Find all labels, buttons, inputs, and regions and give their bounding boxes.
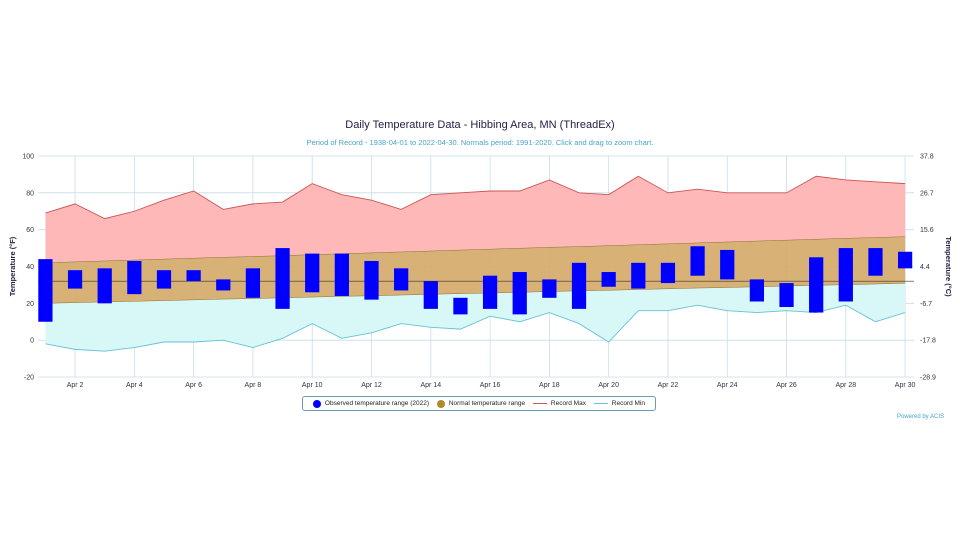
y-tick-label-right: -28.9 <box>920 375 936 382</box>
observed-bar <box>838 248 853 302</box>
y-axis-title-left: Temperature (°F) <box>8 236 17 296</box>
chart-subtitle: Period of Record - 1938-04-01 to 2022-04… <box>306 138 654 147</box>
legend-item-record-max[interactable]: Record Max <box>532 400 586 407</box>
y-tick-label-left: 0 <box>30 338 34 345</box>
observed-bar <box>779 283 794 308</box>
x-tick-label: Apr 4 <box>126 382 143 389</box>
x-tick-label: Apr 20 <box>598 382 619 389</box>
y-tick-label-right: 15.6 <box>920 227 934 234</box>
x-tick-label: Apr 26 <box>776 382 797 389</box>
observed-bar <box>67 270 83 289</box>
x-tick-label: Apr 2 <box>67 382 84 389</box>
y-tick-label-right: 37.8 <box>920 154 934 161</box>
y-tick-label-right: -17.8 <box>920 338 936 345</box>
y-axis-title-right: Temperature (°C) <box>944 236 953 297</box>
y-tick-label-left: 60 <box>26 227 34 234</box>
observed-bar <box>720 249 735 280</box>
x-tick-label: Apr 16 <box>480 382 501 389</box>
x-tick-label: Apr 22 <box>658 382 679 389</box>
x-tick-label: Apr 30 <box>895 382 916 389</box>
observed-bar <box>305 253 320 293</box>
x-tick-label: Apr 12 <box>361 382 382 389</box>
x-tick-label: Apr 8 <box>245 382 262 389</box>
observed-bar <box>453 297 468 315</box>
observed-bar <box>156 270 172 289</box>
observed-bar <box>897 251 913 269</box>
legend-observed-label: Observed temperature range (2022) <box>324 400 429 407</box>
record-min-area <box>45 283 906 352</box>
y-tick-label-left: 100 <box>22 154 34 161</box>
observed-bar <box>127 260 142 295</box>
axis-layer: -20 -28.9 0 -17.8 20 -6.7 40 4.4 60 15.6 80 26.7 100… <box>8 154 953 390</box>
observed-bar <box>364 260 379 300</box>
y-tick-label-left: -20 <box>24 375 34 382</box>
chart-title: Daily Temperature Data - Hibbing Area, M… <box>345 119 615 131</box>
y-tick-label-right: 26.7 <box>920 190 934 197</box>
legend-normal-label: Normal temperature range <box>448 400 526 407</box>
x-tick-label: Apr 28 <box>836 382 857 389</box>
observed-bar <box>809 257 824 313</box>
normal-range-area <box>45 236 906 304</box>
observed-bar <box>542 279 557 298</box>
legend-item-record-min[interactable]: Record Min <box>593 400 646 407</box>
observed-bar <box>423 281 438 309</box>
y-tick-label-right: 4.4 <box>920 264 930 271</box>
credit-text[interactable]: Powered by ACIS <box>896 414 944 420</box>
y-tick-label-left: 20 <box>26 301 34 308</box>
legend-item-normal[interactable]: Normal temperature range <box>436 399 526 408</box>
legend-record-max-swatch <box>532 403 547 404</box>
observed-bar <box>216 279 231 291</box>
area-layer <box>38 175 914 352</box>
observed-bar <box>749 279 764 302</box>
observed-bar <box>690 246 705 276</box>
observed-bar <box>186 270 201 282</box>
observed-bar <box>660 262 676 284</box>
legend-observed-swatch <box>312 399 321 408</box>
record-max-area <box>45 176 906 263</box>
y-tick-label-left: 80 <box>26 190 34 197</box>
observed-bar <box>512 272 527 315</box>
normal-high-line <box>45 236 906 264</box>
observed-bar <box>571 262 587 309</box>
observed-bar <box>38 259 53 322</box>
legend-record-min-label: Record Min <box>611 400 646 407</box>
y-tick-label-left: 40 <box>26 264 34 271</box>
legend-normal-swatch <box>436 399 445 408</box>
observed-bar <box>482 275 498 309</box>
observed-bar <box>601 272 616 287</box>
record-max-line <box>45 175 906 220</box>
legend-record-max-label: Record Max <box>550 400 586 407</box>
x-tick-label: Apr 24 <box>717 382 738 389</box>
observed-bar <box>97 268 112 304</box>
legend: Observed temperature range (2022) Normal… <box>302 396 656 411</box>
x-tick-label: Apr 18 <box>539 382 560 389</box>
x-tick-label: Apr 6 <box>185 382 202 389</box>
observed-bar <box>334 253 349 296</box>
bar-layer <box>38 246 913 322</box>
observed-bar <box>868 248 883 276</box>
observed-bar <box>394 268 409 291</box>
x-tick-label: Apr 14 <box>420 382 441 389</box>
observed-bar <box>631 262 646 289</box>
record-min-line <box>45 304 906 352</box>
legend-record-min-swatch <box>593 403 608 404</box>
x-tick-label: Apr 10 <box>302 382 323 389</box>
observed-bar <box>245 268 261 298</box>
observed-bar <box>275 248 290 309</box>
y-tick-label-right: -6.7 <box>920 301 932 308</box>
legend-item-observed[interactable]: Observed temperature range (2022) <box>312 399 429 408</box>
